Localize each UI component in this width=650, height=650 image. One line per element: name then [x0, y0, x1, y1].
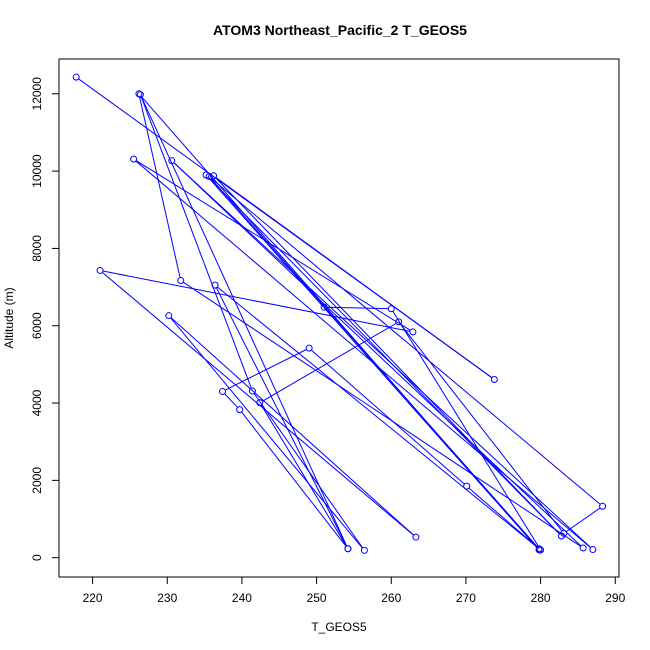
data-point	[136, 91, 144, 99]
series-segment	[262, 322, 397, 402]
data-point	[72, 73, 80, 81]
data-point	[412, 533, 420, 541]
x-tick-label: 290	[605, 591, 625, 605]
series-segment	[217, 286, 538, 548]
series-segment	[215, 177, 493, 379]
series-segment	[135, 160, 411, 331]
data-point	[463, 482, 471, 490]
series-segment	[400, 323, 563, 532]
y-tick-label: 8000	[30, 235, 44, 262]
series-segment	[102, 270, 411, 332]
series-segment	[565, 507, 601, 533]
series-segment	[211, 178, 601, 505]
x-tick-label: 270	[456, 591, 476, 605]
series-segment	[468, 487, 539, 549]
data-point	[236, 406, 244, 414]
y-tick-label: 10000	[30, 154, 44, 188]
data-point	[344, 545, 352, 553]
x-tick-label: 280	[531, 591, 551, 605]
y-axis: 0 2000 4000 6000 8000 10000 12000	[30, 77, 60, 561]
series-segment	[135, 160, 591, 548]
data-point	[320, 303, 328, 311]
data-point	[409, 328, 417, 336]
series-segment	[260, 404, 347, 547]
data-point	[96, 266, 104, 274]
data-point	[579, 544, 587, 552]
series-segment	[241, 411, 347, 547]
data-point	[395, 318, 403, 326]
data-point	[599, 502, 607, 510]
series-segment	[102, 272, 414, 536]
series-segment	[141, 97, 348, 547]
data-point	[168, 157, 176, 165]
y-tick-label: 2000	[30, 467, 44, 494]
x-tick-label: 220	[83, 591, 103, 605]
data-point	[490, 375, 498, 383]
y-axis-label: Altitude (m)	[2, 287, 16, 348]
series-segment	[210, 178, 538, 547]
y-tick-label: 0	[30, 554, 44, 561]
data-point	[535, 545, 543, 553]
x-axis-label: T_GEOS5	[311, 620, 367, 634]
data-point	[248, 387, 256, 395]
y-tick-label: 6000	[30, 312, 44, 339]
data-point	[387, 305, 395, 313]
data-point	[256, 399, 264, 407]
data-point	[560, 529, 568, 537]
series-segment	[140, 97, 252, 389]
chart-title: ATOM3 Northeast_Pacific_2 T_GEOS5	[213, 22, 467, 38]
data-point	[360, 546, 368, 554]
series-segment	[224, 393, 238, 408]
data-point	[589, 546, 597, 554]
series-segment	[215, 177, 560, 535]
series-segment	[311, 349, 465, 485]
x-tick-label: 260	[381, 591, 401, 605]
series-segment	[207, 176, 560, 535]
x-tick-label: 240	[232, 591, 252, 605]
series-group	[72, 73, 607, 554]
y-tick-label: 4000	[30, 389, 44, 416]
series-segment	[327, 306, 389, 310]
x-tick-label: 230	[157, 591, 177, 605]
y-tick-label: 12000	[30, 77, 44, 111]
series-segment	[392, 311, 540, 548]
x-tick-label: 250	[307, 591, 327, 605]
data-point	[210, 172, 218, 180]
series-segment	[139, 96, 181, 278]
series-segment	[215, 287, 348, 547]
series-segment	[182, 281, 581, 547]
data-point	[305, 344, 313, 352]
data-point	[130, 155, 138, 163]
data-point	[205, 173, 213, 181]
data-point	[165, 312, 173, 320]
data-point	[537, 546, 545, 554]
data-point	[177, 277, 185, 285]
x-axis: 220 230 240 250 260 270 280 290	[83, 576, 626, 605]
series-segment	[224, 349, 307, 391]
data-point	[211, 281, 219, 289]
data-point	[219, 387, 227, 395]
